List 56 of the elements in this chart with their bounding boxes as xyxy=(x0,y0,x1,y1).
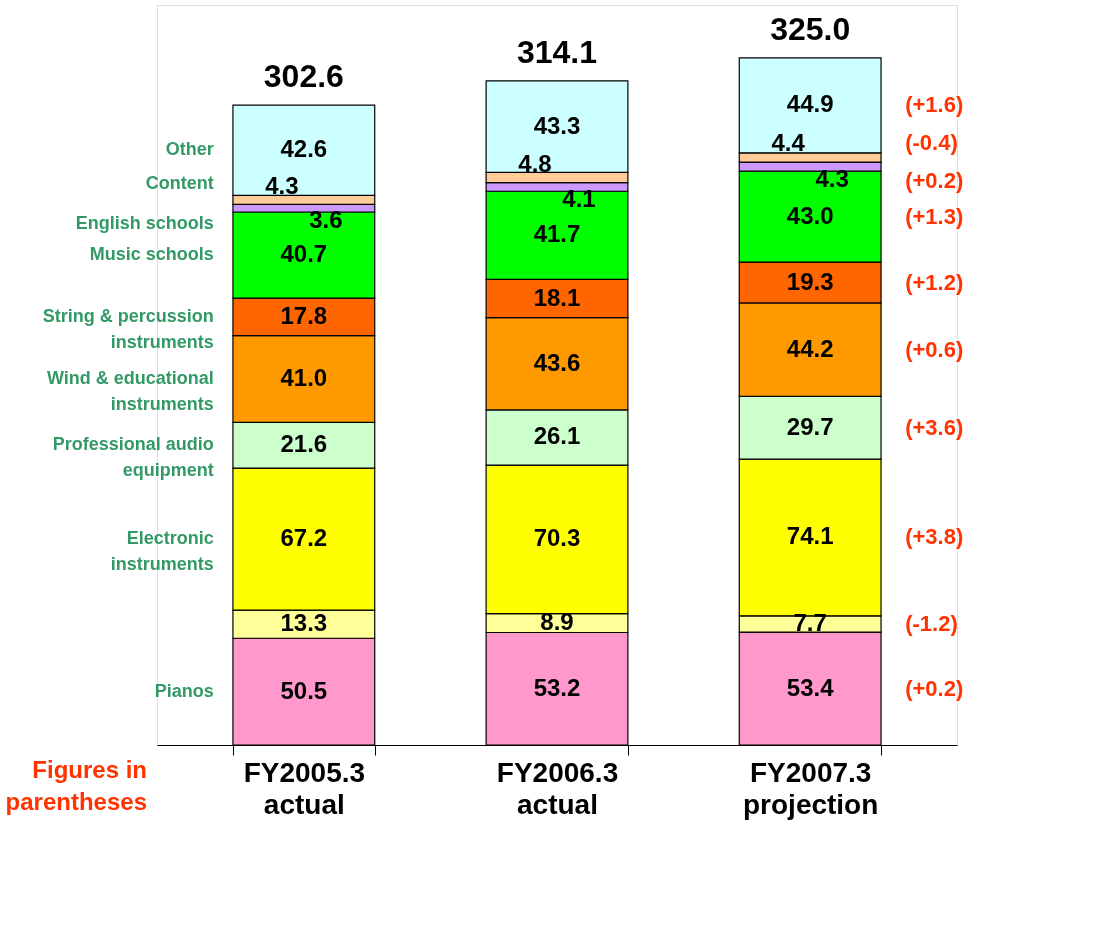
data-label: 26.1 xyxy=(533,422,581,450)
data-label: 18.1 xyxy=(533,283,581,311)
total-label: 325.0 xyxy=(770,10,851,47)
data-label: 43.3 xyxy=(533,111,581,139)
data-label: 40.7 xyxy=(280,240,328,268)
annotation: (+1.2) xyxy=(905,269,964,295)
series-label: Wind & educational instruments xyxy=(46,368,214,415)
series-label: Pianos xyxy=(154,680,214,701)
data-label: 43.0 xyxy=(786,201,834,229)
data-label: 8.9 xyxy=(540,608,574,636)
data-label: 17.8 xyxy=(280,301,328,329)
data-label: 50.5 xyxy=(280,676,328,704)
series-label: Professional audio equipment xyxy=(52,434,214,481)
data-label: 19.3 xyxy=(786,267,834,295)
annotation: (+1.3) xyxy=(905,203,964,229)
data-label: 4.4 xyxy=(771,129,806,157)
data-label: 53.4 xyxy=(786,673,835,701)
annotation: (+0.2) xyxy=(905,167,964,193)
annotation: (+3.6) xyxy=(905,414,964,440)
data-label: 44.9 xyxy=(786,90,834,118)
data-label: 41.7 xyxy=(533,220,581,248)
data-label: 13.3 xyxy=(280,609,328,637)
x-tick-label: FY2006.3 actual xyxy=(496,756,619,820)
series-label: Electronic instruments xyxy=(110,528,214,575)
series-label: Other xyxy=(165,139,214,160)
annotation: (-1.2) xyxy=(905,610,958,636)
data-label: 4.3 xyxy=(815,164,849,192)
data-label: 43.6 xyxy=(533,348,581,376)
data-label: 7.7 xyxy=(793,608,827,636)
total-label: 302.6 xyxy=(263,58,344,95)
annotation: (+1.6) xyxy=(905,92,964,118)
data-label: 42.6 xyxy=(280,135,328,163)
x-tick-label: FY2007.3 projection xyxy=(742,756,879,820)
data-label: 41.0 xyxy=(280,364,328,392)
data-label: 44.2 xyxy=(786,334,834,362)
data-label: 3.6 xyxy=(309,206,343,234)
data-label: 67.2 xyxy=(280,524,328,552)
data-label: 4.3 xyxy=(265,171,299,199)
data-label: 4.8 xyxy=(518,149,552,177)
data-label: 74.1 xyxy=(786,522,834,550)
data-label: 4.1 xyxy=(562,184,596,212)
series-label: Content xyxy=(145,172,214,193)
text: Figures in parentheses xyxy=(5,756,147,815)
annotation: (+3.8) xyxy=(905,524,964,550)
data-label: 53.2 xyxy=(533,673,581,701)
annotation: (-0.4) xyxy=(905,130,958,156)
series-label: English schools xyxy=(75,213,214,234)
x-tick-label: FY2005.3 actual xyxy=(243,756,366,820)
annotation: (+0.2) xyxy=(905,675,964,701)
data-label: 70.3 xyxy=(533,524,581,552)
total-label: 314.1 xyxy=(516,33,598,70)
data-label: 29.7 xyxy=(786,412,834,440)
series-label: Music schools xyxy=(89,244,214,265)
data-label: 21.6 xyxy=(280,430,328,458)
series-label: String & percussion instruments xyxy=(42,305,214,352)
annotation: (+0.6) xyxy=(905,336,964,362)
